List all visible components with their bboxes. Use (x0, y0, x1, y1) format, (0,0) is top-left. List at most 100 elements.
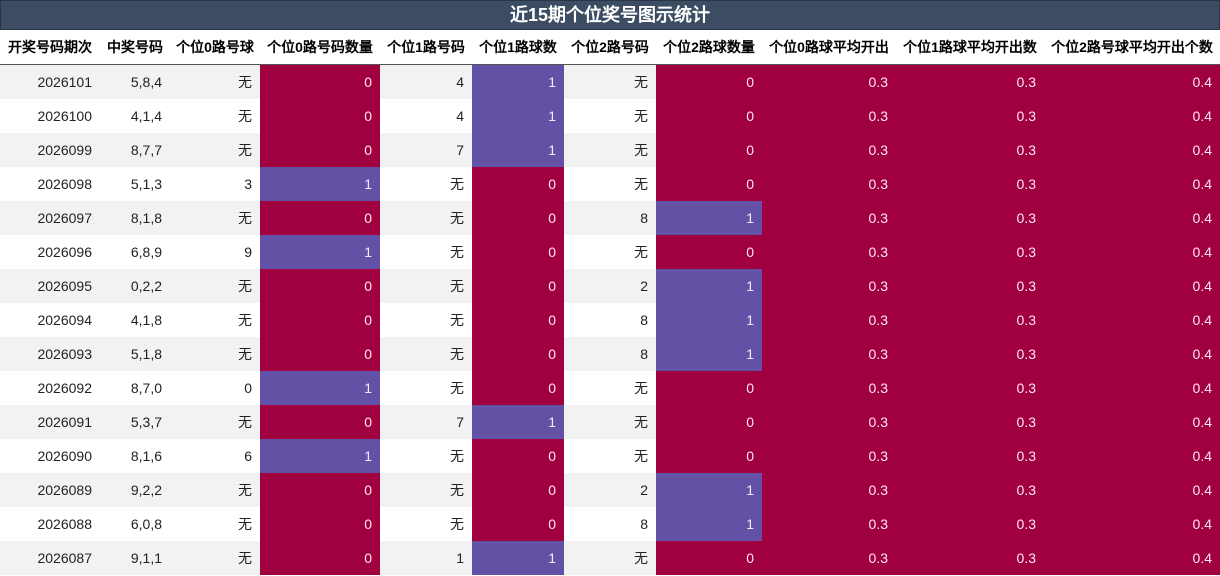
table-cell: 0 (260, 507, 380, 541)
table-cell: 1 (656, 507, 762, 541)
table-cell: 无 (170, 473, 260, 507)
table-cell: 无 (380, 439, 472, 473)
table-cell: 2026088 (0, 507, 100, 541)
table-cell: 0 (472, 303, 564, 337)
table-cell: 2026097 (0, 201, 100, 235)
table-cell: 2026096 (0, 235, 100, 269)
table-cell: 9,2,2 (100, 473, 170, 507)
table-cell: 0 (260, 99, 380, 133)
table-cell: 0.3 (896, 439, 1044, 473)
table-cell: 0 (472, 201, 564, 235)
table-cell: 2026092 (0, 371, 100, 405)
table-cell: 0.3 (762, 201, 896, 235)
table-cell: 无 (380, 167, 472, 201)
table-cell: 0.3 (762, 507, 896, 541)
table-cell: 0.3 (762, 303, 896, 337)
table-cell: 0 (656, 167, 762, 201)
table-cell: 0.3 (896, 167, 1044, 201)
table-cell: 0.3 (762, 405, 896, 439)
table-cell: 8,7,7 (100, 133, 170, 167)
column-header: 个位1路号码 (380, 30, 472, 65)
table-cell: 6,0,8 (100, 507, 170, 541)
column-header: 个位0路号球 (170, 30, 260, 65)
table-cell: 0.3 (896, 64, 1044, 99)
table-cell: 2026095 (0, 269, 100, 303)
table-row: 2026088 6,0,8 无 0 无 0 8 1 0.3 0.3 0.4 (0, 507, 1220, 541)
table-cell: 0.3 (896, 133, 1044, 167)
table-cell: 0.4 (1044, 541, 1220, 575)
table-cell: 无 (380, 507, 472, 541)
table-cell: 0.4 (1044, 303, 1220, 337)
table-cell: 7 (380, 405, 472, 439)
table-row: 2026092 8,7,0 0 1 无 0 无 0 0.3 0.3 0.4 (0, 371, 1220, 405)
column-header: 中奖号码 (100, 30, 170, 65)
table-cell: 8,1,6 (100, 439, 170, 473)
column-header: 个位0路号码数量 (260, 30, 380, 65)
table-cell: 0.3 (896, 473, 1044, 507)
table-cell: 2026094 (0, 303, 100, 337)
table-cell: 0.3 (762, 133, 896, 167)
table-cell: 0 (260, 405, 380, 439)
table-cell: 0 (472, 473, 564, 507)
table-cell: 无 (170, 541, 260, 575)
table-cell: 0 (472, 235, 564, 269)
table-cell: 8,1,8 (100, 201, 170, 235)
table-cell: 0 (656, 541, 762, 575)
table-row: 2026098 5,1,3 3 1 无 0 无 0 0.3 0.3 0.4 (0, 167, 1220, 201)
table-row: 2026099 8,7,7 无 0 7 1 无 0 0.3 0.3 0.4 (0, 133, 1220, 167)
table-cell: 0.4 (1044, 235, 1220, 269)
table-cell: 1 (260, 235, 380, 269)
table-body: 2026101 5,8,4 无 0 4 1 无 0 0.3 0.3 0.4 2026100 4,1,4 无… (0, 64, 1220, 575)
table-cell: 无 (564, 99, 656, 133)
table-cell: 3 (170, 167, 260, 201)
table-row: 2026095 0,2,2 无 0 无 0 2 1 0.3 0.3 0.4 (0, 269, 1220, 303)
table-cell: 1 (380, 541, 472, 575)
column-header: 开奖号码期次 (0, 30, 100, 65)
table-cell: 无 (564, 541, 656, 575)
table-cell: 4,1,8 (100, 303, 170, 337)
table-cell: 2026099 (0, 133, 100, 167)
table-cell: 6 (170, 439, 260, 473)
table-cell: 8 (564, 507, 656, 541)
table-cell: 1 (656, 201, 762, 235)
table-cell: 无 (380, 473, 472, 507)
table-cell: 0.3 (896, 405, 1044, 439)
table-cell: 0 (260, 64, 380, 99)
table-cell: 6,8,9 (100, 235, 170, 269)
table-cell: 0.3 (896, 269, 1044, 303)
table-cell: 2026093 (0, 337, 100, 371)
table-cell: 0.3 (762, 371, 896, 405)
table-cell: 2 (564, 269, 656, 303)
table-cell: 0.4 (1044, 337, 1220, 371)
table-cell: 0 (472, 371, 564, 405)
table-cell: 无 (564, 167, 656, 201)
table-cell: 0 (260, 133, 380, 167)
table-cell: 0 (656, 439, 762, 473)
table-cell: 0.3 (762, 99, 896, 133)
table-title: 近15期个位奖号图示统计 (0, 0, 1220, 30)
column-header: 个位1路球平均开出数 (896, 30, 1044, 65)
table-row: 2026090 8,1,6 6 1 无 0 无 0 0.3 0.3 0.4 (0, 439, 1220, 473)
table-cell: 0.4 (1044, 405, 1220, 439)
table-cell: 0.3 (896, 371, 1044, 405)
table-cell: 1 (472, 64, 564, 99)
table-cell: 无 (564, 405, 656, 439)
column-header: 个位2路球数量 (656, 30, 762, 65)
table-cell: 无 (170, 337, 260, 371)
table-cell: 0.4 (1044, 269, 1220, 303)
table-cell: 0.4 (1044, 201, 1220, 235)
header-row: 开奖号码期次 中奖号码 个位0路号球 个位0路号码数量 个位1路号码 个位1路球… (0, 30, 1220, 65)
table-cell: 2026089 (0, 473, 100, 507)
table-cell: 0.3 (762, 269, 896, 303)
table-cell: 0.3 (762, 167, 896, 201)
table-row: 2026091 5,3,7 无 0 7 1 无 0 0.3 0.3 0.4 (0, 405, 1220, 439)
table-cell: 0 (656, 371, 762, 405)
table-cell: 1 (472, 99, 564, 133)
table-cell: 0.4 (1044, 507, 1220, 541)
table-cell: 2026091 (0, 405, 100, 439)
table-cell: 5,1,3 (100, 167, 170, 201)
table-cell: 无 (564, 64, 656, 99)
table-cell: 0.3 (762, 473, 896, 507)
table-cell: 0 (656, 235, 762, 269)
table-cell: 无 (380, 303, 472, 337)
